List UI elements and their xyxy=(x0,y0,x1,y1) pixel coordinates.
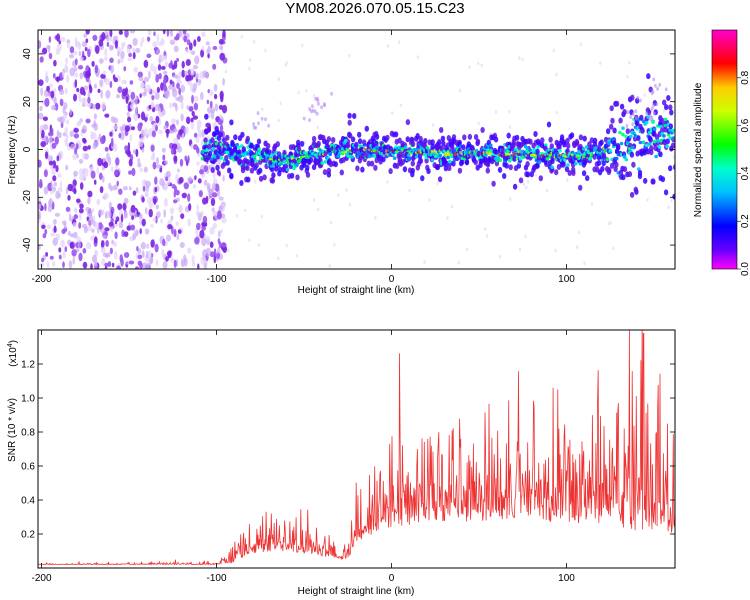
colorbar-tick-label: 0.8 xyxy=(740,70,750,84)
spectrogram-y-ticks: -40 -20 0 20 40 xyxy=(22,48,675,252)
colorbar-tick-label: 0.2 xyxy=(740,214,750,228)
snr-x-tick-label: -200 xyxy=(31,573,51,584)
spectrogram-x-tick-label: 100 xyxy=(558,274,575,285)
snr-y-tick-label: 1.0 xyxy=(21,394,35,405)
colorbar-label: Normalized spectral amplitude xyxy=(693,82,704,217)
spectrogram-y-tick-label: 0 xyxy=(22,146,33,152)
snr-y-multiplier: (x104) xyxy=(7,340,19,367)
colorbar-tick-label: 0.4 xyxy=(740,166,750,180)
colorbar-frame xyxy=(711,29,738,270)
snr-series-line xyxy=(38,330,675,566)
snr-y-ticks: 0.2 0.4 0.6 0.8 1.0 1.2 xyxy=(21,360,675,541)
spectrogram-x-label: Height of straight line (km) xyxy=(298,285,415,296)
spectrogram-y-tick-label: 40 xyxy=(22,48,33,60)
spectrogram-y-tick-label: -40 xyxy=(22,237,33,252)
spectrogram-x-tick-label: 0 xyxy=(389,274,395,285)
snr-x-ticks: -200 -100 0 100 xyxy=(31,330,575,584)
snr-x-label: Height of straight line (km) xyxy=(298,586,415,597)
snr-y-tick-label: 0.8 xyxy=(21,428,35,439)
spectrogram-x-ticks: -200 -100 0 100 xyxy=(31,30,575,285)
snr-x-tick-label: 100 xyxy=(558,573,575,584)
snr-y-label: SNR (10 * v/v) xyxy=(7,398,18,462)
colorbar-ramp xyxy=(712,30,737,269)
snr-x-tick-label: -100 xyxy=(206,573,226,584)
spectrogram-x-tick-label: -100 xyxy=(206,274,226,285)
snr-y-tick-label: 1.2 xyxy=(21,360,35,371)
colorbar-ticks: 0.0 0.2 0.4 0.6 0.8 xyxy=(737,70,750,276)
colorbar: 0.0 0.2 0.4 0.6 0.8 Normalized spectral ampl… xyxy=(693,29,750,276)
snr-x-tick-label: 0 xyxy=(389,573,395,584)
colorbar-tick-label: 0.6 xyxy=(740,118,750,132)
snr-y-tick-label: 0.4 xyxy=(21,496,35,507)
snr-y-tick-label: 0.6 xyxy=(21,462,35,473)
spectrogram-x-tick-label: -200 xyxy=(31,274,51,285)
heatmap-marks xyxy=(38,30,675,269)
colorbar-tick-label: 0.0 xyxy=(740,262,750,276)
snr-frame xyxy=(37,329,676,569)
snr-y-tick-label: 0.2 xyxy=(21,530,35,541)
snr-plot-area xyxy=(38,330,675,566)
spectrogram-y-label: Frequency (Hz) xyxy=(7,116,18,185)
figure-title: YM08.2026.070.05.15.C23 xyxy=(285,0,465,17)
spectrogram-y-tick-label: -20 xyxy=(22,190,33,205)
snr-panel: -200 -100 0 100 0.2 0.4 0.6 0.8 1.0 1.2 Height o… xyxy=(7,329,676,597)
spectrogram-y-tick-label: 20 xyxy=(22,96,33,108)
